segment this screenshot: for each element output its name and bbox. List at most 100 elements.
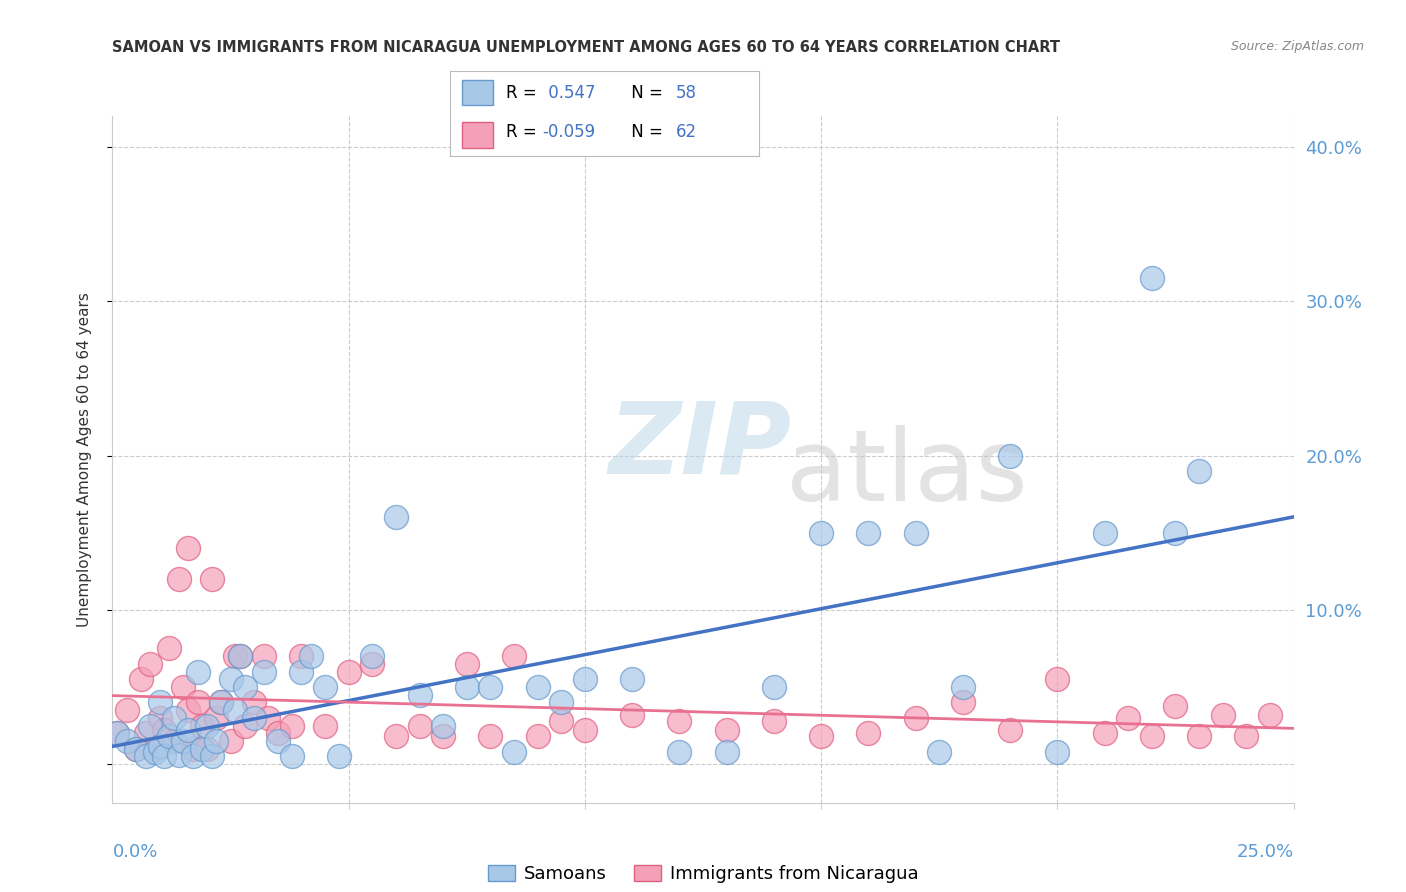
Point (143, 745, 166, 759)
Point (209, 696, 232, 710)
Point (668, 714, 690, 728)
Point (432, 718, 454, 732)
Point (139, 718, 162, 732)
Point (762, 680, 785, 694)
Point (135, 726, 157, 740)
Point (167, 572, 190, 586)
Point (229, 649, 252, 664)
Point (503, 745, 526, 759)
Point (1212, 707, 1234, 722)
Point (149, 711, 172, 725)
Point (810, 525, 832, 540)
Point (195, 718, 218, 732)
Point (253, 649, 276, 664)
Point (479, 730, 502, 744)
Text: R =: R = (506, 84, 541, 102)
Point (1164, 525, 1187, 540)
Point (290, 665, 312, 679)
Point (253, 665, 276, 679)
Point (149, 739, 172, 753)
Point (1258, 707, 1281, 722)
Point (135, 749, 157, 764)
Point (858, 726, 880, 740)
Point (928, 745, 950, 759)
Point (716, 745, 738, 759)
Text: 0.0%: 0.0% (112, 843, 157, 861)
Point (195, 741, 218, 756)
Point (408, 688, 430, 702)
Point (526, 680, 548, 694)
Point (201, 572, 224, 586)
Point (550, 696, 572, 710)
Point (267, 734, 290, 748)
Point (456, 680, 478, 694)
Point (503, 649, 526, 664)
Point (125, 741, 148, 756)
Point (762, 714, 785, 728)
Point (526, 730, 548, 744)
Point (998, 723, 1021, 738)
Point (1140, 730, 1163, 744)
Text: R =: R = (506, 123, 541, 141)
Point (1046, 745, 1069, 759)
Point (186, 696, 208, 710)
Point (205, 711, 228, 725)
Point (181, 741, 204, 756)
Point (290, 649, 312, 664)
Text: SAMOAN VS IMMIGRANTS FROM NICARAGUA UNEMPLOYMENT AMONG AGES 60 TO 64 YEARS CORRE: SAMOAN VS IMMIGRANTS FROM NICARAGUA UNEM… (112, 40, 1060, 55)
Point (115, 703, 138, 717)
Point (281, 749, 304, 764)
Point (125, 741, 148, 756)
Text: Source: ZipAtlas.com: Source: ZipAtlas.com (1230, 40, 1364, 54)
Point (243, 711, 266, 725)
Point (432, 730, 454, 744)
Bar (463, 122, 494, 147)
Point (224, 649, 246, 664)
Point (172, 680, 194, 694)
Point (191, 718, 214, 732)
Point (209, 696, 232, 710)
Point (408, 718, 430, 732)
Point (479, 680, 502, 694)
Point (205, 734, 228, 748)
Point (621, 707, 644, 722)
Point (163, 734, 186, 748)
Point (267, 726, 290, 740)
Point (574, 673, 596, 687)
Point (904, 525, 927, 540)
Text: N =: N = (626, 84, 668, 102)
Point (163, 711, 186, 725)
Point (385, 510, 408, 524)
Point (129, 673, 152, 687)
Text: -0.059: -0.059 (543, 123, 596, 141)
Point (858, 525, 880, 540)
Point (952, 696, 974, 710)
Legend: Samoans, Immigrants from Nicaragua: Samoans, Immigrants from Nicaragua (488, 865, 918, 883)
Point (716, 723, 738, 738)
Point (361, 649, 384, 664)
Point (1188, 464, 1211, 478)
Text: ZIP: ZIP (609, 397, 792, 494)
Point (105, 726, 128, 740)
Point (1188, 730, 1211, 744)
Point (191, 741, 214, 756)
Text: atlas: atlas (786, 425, 1028, 522)
Point (243, 696, 266, 710)
Point (550, 714, 572, 728)
Text: 0.547: 0.547 (543, 84, 595, 102)
Point (668, 745, 690, 759)
Point (229, 649, 252, 664)
Point (257, 711, 280, 725)
Text: 62: 62 (676, 123, 697, 141)
Point (157, 730, 180, 744)
Point (299, 649, 322, 664)
Point (105, 726, 128, 740)
Point (219, 673, 242, 687)
Point (1116, 711, 1139, 725)
Point (153, 723, 176, 738)
Bar (463, 79, 494, 105)
Point (115, 734, 138, 748)
Point (574, 723, 596, 738)
Point (810, 730, 832, 744)
Point (337, 665, 360, 679)
